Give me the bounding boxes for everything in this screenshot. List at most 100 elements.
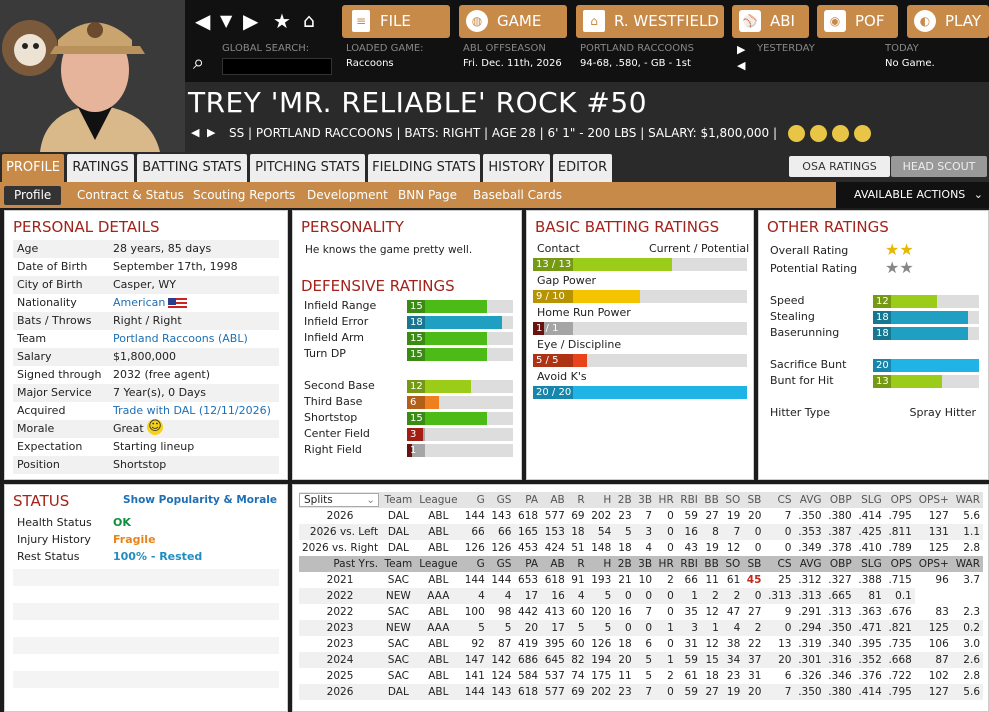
- team-logo-button[interactable]: ◉ POF: [817, 5, 898, 38]
- star-icon[interactable]: ★: [273, 9, 291, 33]
- stats-column-header[interactable]: HR: [658, 494, 674, 506]
- award-icon[interactable]: [810, 125, 827, 142]
- stats-column-header[interactable]: AB: [550, 494, 565, 506]
- detail-value[interactable]: Trade with DAL (12/11/2026): [113, 404, 271, 417]
- stats-column-header[interactable]: SO: [725, 494, 741, 506]
- team-button[interactable]: ⌂ R. WESTFIELD: [576, 5, 724, 38]
- stats-column-header[interactable]: AB: [550, 558, 565, 570]
- stats-cell: 3.7: [963, 574, 980, 586]
- stats-column-header[interactable]: League: [419, 558, 458, 570]
- show-popularity-link[interactable]: Show Popularity & Morale: [123, 494, 277, 506]
- stats-column-header[interactable]: OPS+: [918, 558, 949, 570]
- dropdown-icon[interactable]: ▼: [220, 11, 233, 30]
- stats-column-header[interactable]: H: [603, 558, 612, 570]
- tab-ratings[interactable]: RATINGS: [67, 154, 134, 182]
- available-actions-button[interactable]: AVAILABLE ACTIONS ⌄: [836, 182, 989, 208]
- stats-cell: 5: [645, 654, 653, 666]
- stats-column-header[interactable]: CS: [777, 558, 792, 570]
- stats-column-header[interactable]: HR: [658, 558, 674, 570]
- search-input[interactable]: [222, 58, 332, 75]
- stats-column-header[interactable]: SO: [725, 558, 741, 570]
- stats-column-header[interactable]: 3B: [638, 558, 653, 570]
- award-icon[interactable]: [854, 125, 871, 142]
- stats-column-header[interactable]: Team: [384, 494, 413, 506]
- stats-column-header[interactable]: R: [577, 558, 585, 570]
- stats-column-header[interactable]: BB: [704, 494, 719, 506]
- play-button[interactable]: ◐ PLAY: [907, 5, 989, 38]
- stats-column-header[interactable]: AVG: [799, 494, 822, 506]
- stats-column-header[interactable]: G: [476, 558, 485, 570]
- head-scout-toggle[interactable]: HEAD SCOUT: [891, 156, 987, 177]
- detail-value[interactable]: Portland Raccoons (ABL): [113, 332, 248, 345]
- stats-column-header[interactable]: Team: [384, 558, 413, 570]
- stats-column-header[interactable]: OPS: [890, 494, 912, 506]
- prev-day-icon[interactable]: ◀: [737, 59, 746, 72]
- stats-column-header[interactable]: OBP: [829, 558, 852, 570]
- prev-player-icon[interactable]: ◀: [191, 126, 200, 139]
- subtab-baseball-cards[interactable]: Baseball Cards: [473, 188, 562, 202]
- stats-column-header[interactable]: 2B: [617, 558, 632, 570]
- stats-column-header[interactable]: SLG: [861, 558, 882, 570]
- stats-column-header[interactable]: CS: [777, 494, 792, 506]
- rating-bar-fill: [873, 359, 979, 372]
- stats-cell: 2021: [326, 574, 354, 586]
- next-player-icon[interactable]: ▶: [207, 126, 216, 139]
- stats-cell: 19: [705, 542, 719, 554]
- stats-column-header[interactable]: WAR: [955, 494, 980, 506]
- stats-panel: Splits ⌄ Team League G GS PA AB R H 2B 3B HR RBI BB SO S…: [292, 484, 989, 712]
- game-button[interactable]: ◍ GAME: [459, 5, 567, 38]
- stats-column-header[interactable]: OBP: [829, 494, 852, 506]
- stats-cell: 577: [544, 686, 565, 698]
- stats-column-header[interactable]: League: [419, 494, 458, 506]
- stats-column-header[interactable]: SB: [747, 558, 762, 570]
- forward-icon[interactable]: ▶: [243, 9, 259, 33]
- stats-cell: ABL: [428, 654, 449, 666]
- award-icon[interactable]: [788, 125, 805, 142]
- stats-column-header[interactable]: GS: [496, 558, 512, 570]
- rating-bar: 6: [407, 396, 513, 409]
- home-icon[interactable]: ⌂: [303, 10, 316, 32]
- tab-pitching-stats[interactable]: PITCHING STATS: [250, 154, 365, 182]
- stats-column-header[interactable]: AVG: [799, 558, 822, 570]
- stats-column-header[interactable]: SB: [747, 494, 762, 506]
- osa-ratings-toggle[interactable]: OSA RATINGS: [789, 156, 890, 177]
- stats-column-header[interactable]: OPS: [890, 558, 912, 570]
- stats-column-header[interactable]: WAR: [955, 558, 980, 570]
- stats-column-header[interactable]: RBI: [680, 494, 698, 506]
- subtab-contract-status[interactable]: Contract & Status: [77, 188, 184, 202]
- rating-label: Bunt for Hit: [770, 374, 834, 387]
- stats-column-header[interactable]: PA: [525, 558, 539, 570]
- stats-column-header[interactable]: 2B: [617, 494, 632, 506]
- back-icon[interactable]: ◀: [195, 9, 211, 33]
- stats-cell: 5: [645, 670, 653, 682]
- stats-cell: .471: [858, 622, 882, 634]
- file-button[interactable]: ≡ FILE: [342, 5, 450, 38]
- stats-column-header[interactable]: PA: [525, 494, 539, 506]
- subtab-development[interactable]: Development: [307, 188, 388, 202]
- tab-fielding-stats[interactable]: FIELDING STATS: [368, 154, 480, 182]
- tab-editor[interactable]: EDITOR: [553, 154, 612, 182]
- tab-batting-stats[interactable]: BATTING STATS: [137, 154, 247, 182]
- subtab-scouting-reports[interactable]: Scouting Reports: [193, 188, 296, 202]
- stats-column-header[interactable]: H: [603, 494, 612, 506]
- league-button[interactable]: ⚾ ABI: [732, 5, 809, 38]
- rating-value: 18: [873, 311, 891, 324]
- tab-history[interactable]: HISTORY: [483, 154, 550, 182]
- subtab-profile[interactable]: Profile: [4, 186, 62, 205]
- stats-column-header[interactable]: GS: [496, 494, 512, 506]
- stats-column-header[interactable]: RBI: [680, 558, 698, 570]
- next-day-icon[interactable]: ▶: [737, 43, 746, 56]
- subtab-bnn-page[interactable]: BNN Page: [398, 188, 458, 202]
- detail-value[interactable]: American: [113, 296, 166, 309]
- award-icon[interactable]: [832, 125, 849, 142]
- stats-column-header[interactable]: R: [577, 494, 585, 506]
- stats-column-header[interactable]: G: [476, 494, 485, 506]
- splits-select[interactable]: Splits ⌄: [299, 492, 381, 508]
- stats-column-header[interactable]: OPS+: [918, 494, 949, 506]
- tab-profile[interactable]: PROFILE: [2, 154, 64, 182]
- stats-cell: 10: [638, 574, 653, 586]
- stats-cell: DAL: [387, 510, 409, 522]
- stats-column-header[interactable]: 3B: [638, 494, 653, 506]
- stats-column-header[interactable]: BB: [704, 558, 719, 570]
- stats-column-header[interactable]: SLG: [861, 494, 882, 506]
